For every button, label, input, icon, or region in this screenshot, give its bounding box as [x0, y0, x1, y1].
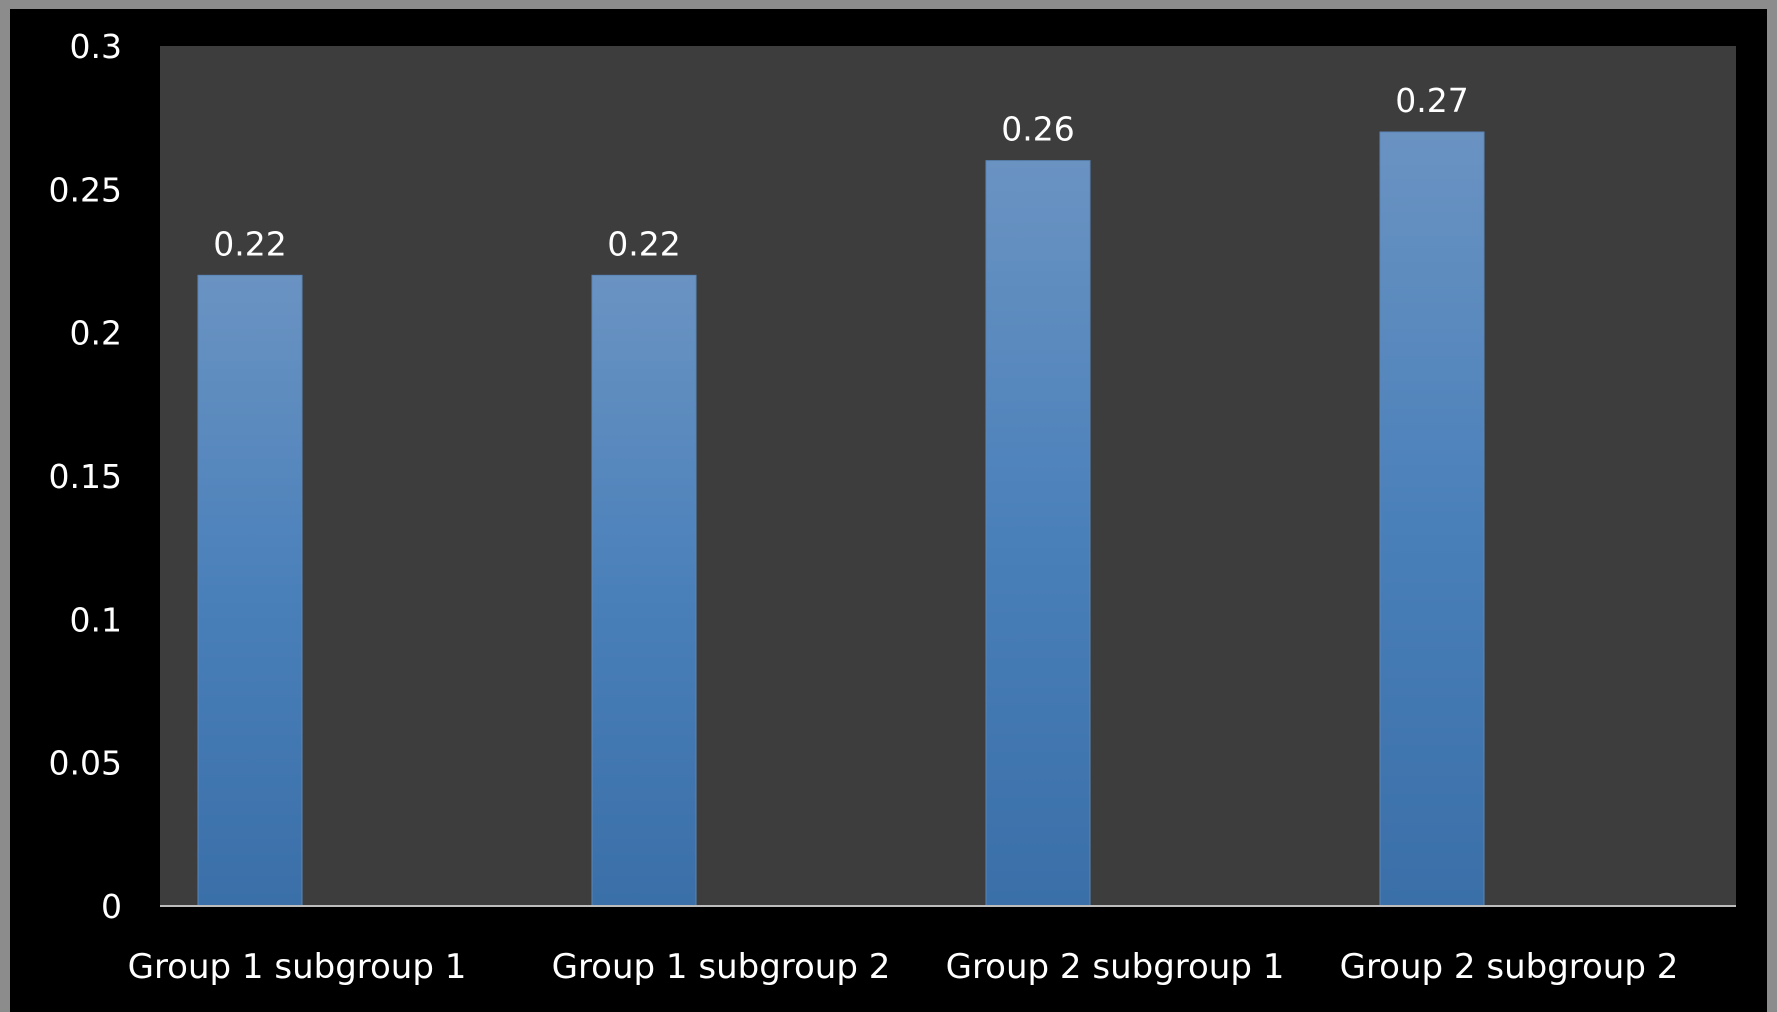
x-axis: Group 1 subgroup 1 Group 1 subgroup 2 Grou… [128, 947, 1679, 987]
bar-value-label: 0.26 [1001, 110, 1074, 149]
bar [1379, 131, 1485, 907]
x-category-label: Group 2 subgroup 1 [946, 947, 1285, 987]
y-tick-label: 0.2 [70, 314, 122, 353]
x-category-label: Group 1 subgroup 2 [552, 947, 891, 987]
x-category-label: Group 1 subgroup 1 [128, 947, 467, 987]
y-tick-label: 0.15 [49, 457, 122, 496]
y-tick-label: 0.1 [70, 600, 122, 639]
bar-chart: 00.050.10.150.20.250.3 0.22 0.220.260.27 … [49, 27, 1736, 987]
bar [591, 274, 697, 907]
bar [197, 274, 303, 907]
bar-value-label: 0.22 [607, 224, 680, 263]
y-axis: 0 0.05 0.1 0.15 0.2 0.25 0.3 [49, 27, 122, 926]
bar-value-label: 0.27 [1395, 81, 1468, 120]
bars: 0.22 0.22 0.26 0.27 [197, 81, 1485, 907]
y-tick-label: 0.05 [49, 744, 122, 783]
y-tick-label: 0 [101, 887, 122, 926]
plot-area [160, 46, 1736, 906]
x-category-label: Group 2 subgroup 2 [1340, 947, 1679, 987]
y-tick-label: 0.25 [49, 170, 122, 209]
bar [985, 160, 1091, 907]
bar-value-label: 0.22 [213, 224, 286, 263]
y-tick-label: 0.3 [70, 27, 122, 66]
chart-frame: 0 0.05 0.1 0.15 0.2 0.25 0.3 0.22 0.22 0.26 0.27 … [10, 9, 1767, 1012]
